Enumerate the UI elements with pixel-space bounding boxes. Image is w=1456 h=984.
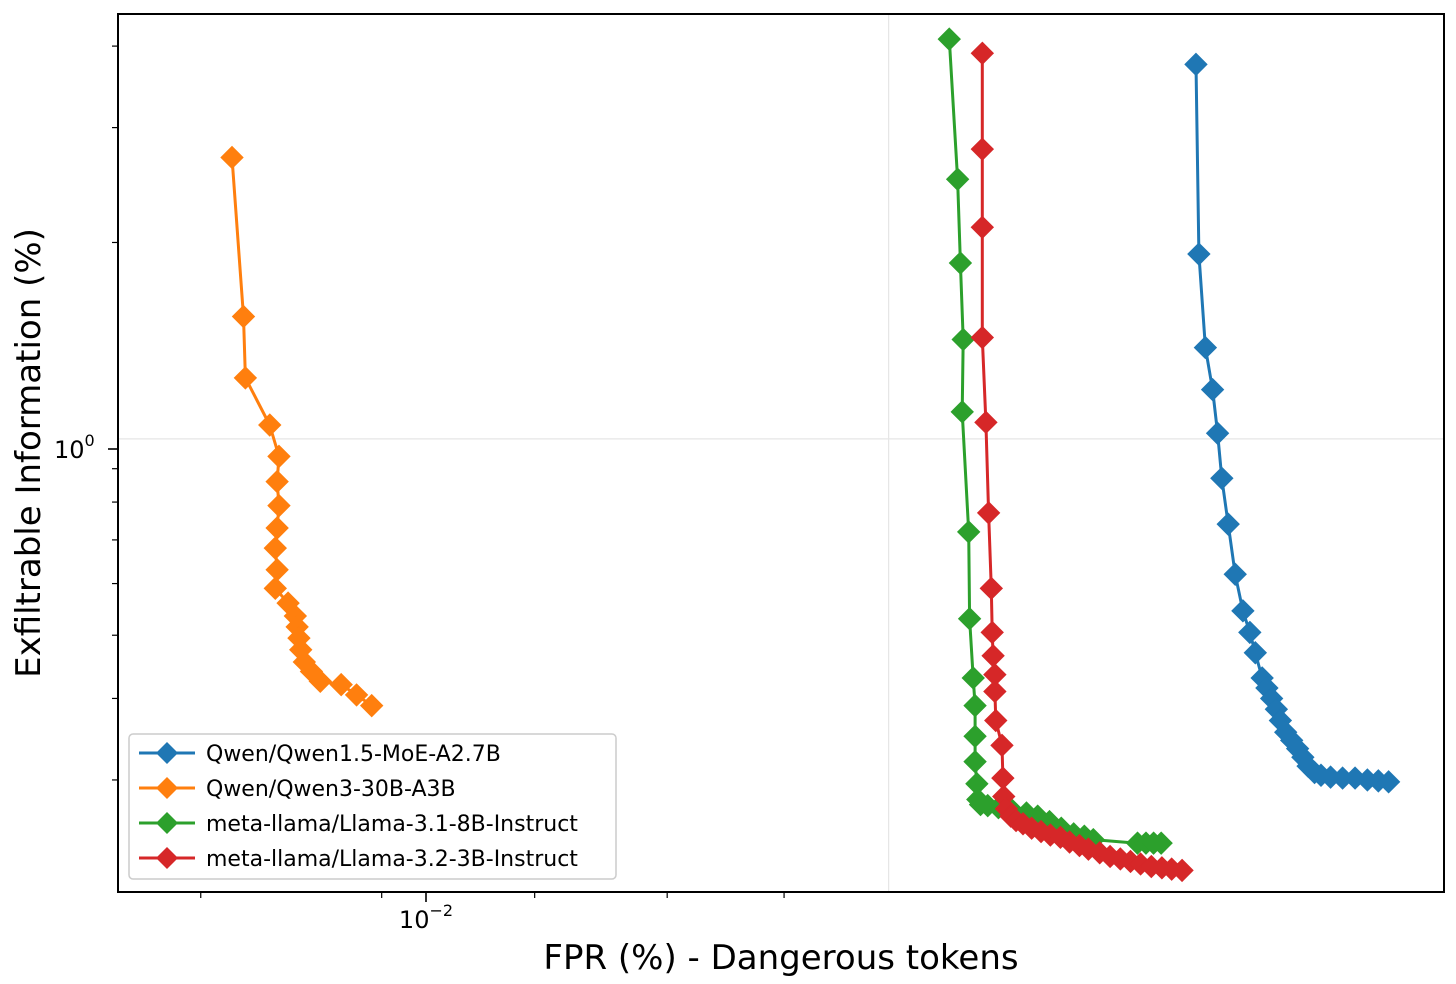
data-point bbox=[258, 413, 282, 437]
legend-marker bbox=[156, 777, 178, 799]
data-point bbox=[263, 576, 287, 601]
series-1 bbox=[220, 145, 384, 718]
series-line bbox=[980, 53, 1183, 872]
legend-label: Qwen/Qwen1.5-MoE-A2.7B bbox=[206, 742, 501, 767]
legend-label: Qwen/Qwen3-30B-A3B bbox=[206, 777, 456, 802]
data-point bbox=[983, 679, 1007, 704]
plot-series bbox=[220, 27, 1401, 883]
y-tick-0: 100 bbox=[54, 431, 118, 464]
data-point bbox=[974, 410, 998, 435]
legend-marker bbox=[156, 742, 178, 764]
plot-frame bbox=[117, 13, 1445, 893]
data-point bbox=[265, 516, 289, 540]
data-point bbox=[957, 607, 982, 631]
series-2 bbox=[937, 27, 1173, 855]
data-point bbox=[990, 733, 1014, 758]
x-tick-0: 10−2 bbox=[399, 892, 453, 934]
legend: Qwen/Qwen1.5-MoE-A2.7B Qwen/Qwen3-30B-A3B… bbox=[128, 733, 617, 880]
data-point bbox=[267, 444, 291, 469]
x-axis-title: FPR (%) - Dangerous tokens bbox=[543, 938, 1018, 978]
legend-entry-3: meta-llama/Llama-3.2-3B-Instruct bbox=[139, 847, 578, 872]
legend-marker bbox=[156, 812, 178, 834]
data-point bbox=[231, 304, 256, 329]
x-tick-label: 10−2 bbox=[399, 901, 453, 934]
data-point bbox=[970, 325, 995, 350]
data-point bbox=[1184, 52, 1208, 77]
data-point bbox=[1238, 620, 1262, 645]
data-point bbox=[970, 41, 995, 65]
series-0 bbox=[1184, 52, 1401, 794]
legend-marker bbox=[156, 847, 178, 869]
legend-entry-1: Qwen/Qwen3-30B-A3B bbox=[139, 777, 456, 802]
data-point bbox=[981, 644, 1005, 668]
data-point bbox=[267, 493, 291, 518]
data-point bbox=[980, 620, 1004, 645]
data-point bbox=[1170, 858, 1194, 883]
legend-entry-0: Qwen/Qwen1.5-MoE-A2.7B bbox=[139, 742, 501, 767]
data-point bbox=[360, 693, 384, 718]
data-point bbox=[308, 669, 332, 693]
data-point bbox=[970, 215, 995, 240]
legend-label: meta-llama/Llama-3.2-3B-Instruct bbox=[206, 847, 578, 872]
data-point bbox=[948, 251, 973, 275]
data-point bbox=[344, 683, 369, 707]
data-point bbox=[963, 693, 987, 718]
data-point bbox=[970, 137, 995, 161]
data-point bbox=[329, 672, 353, 697]
legend-label: meta-llama/Llama-3.1-8B-Instruct bbox=[206, 812, 578, 837]
y-axis-title: Exfiltrable Information (%) bbox=[9, 228, 49, 678]
data-point bbox=[961, 666, 985, 690]
data-point bbox=[1210, 466, 1234, 491]
data-point bbox=[1205, 421, 1230, 445]
data-point bbox=[233, 366, 258, 390]
data-point bbox=[1149, 831, 1173, 855]
data-point bbox=[950, 400, 974, 424]
data-point bbox=[1187, 242, 1211, 266]
data-point bbox=[265, 558, 289, 582]
data-point bbox=[951, 327, 975, 352]
data-point bbox=[979, 576, 1004, 601]
data-point bbox=[1223, 562, 1247, 586]
data-point bbox=[1243, 641, 1268, 665]
series-3 bbox=[970, 41, 1194, 883]
data-point bbox=[263, 536, 287, 560]
data-point bbox=[963, 749, 987, 774]
data-point bbox=[265, 469, 289, 494]
legend-entry-2: meta-llama/Llama-3.1-8B-Instruct bbox=[139, 812, 578, 837]
data-point bbox=[945, 167, 970, 191]
data-point bbox=[984, 708, 1008, 733]
data-point bbox=[1200, 377, 1225, 402]
data-point bbox=[937, 27, 961, 51]
data-point bbox=[1216, 512, 1240, 536]
data-point bbox=[963, 724, 987, 748]
data-point bbox=[956, 520, 981, 544]
y-tick-label: 100 bbox=[54, 431, 95, 464]
data-point bbox=[1193, 335, 1218, 360]
data-point bbox=[1231, 599, 1255, 623]
data-point bbox=[976, 501, 1001, 525]
data-point bbox=[1376, 770, 1401, 794]
series-line bbox=[1194, 64, 1389, 784]
data-point bbox=[220, 145, 244, 170]
legend-box bbox=[128, 733, 617, 880]
